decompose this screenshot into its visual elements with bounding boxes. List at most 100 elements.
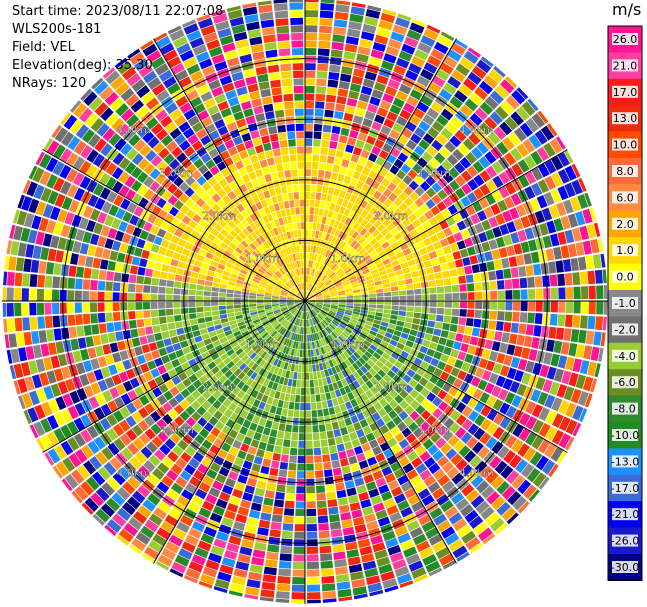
velocity-gate — [555, 260, 564, 273]
velocity-gate — [306, 282, 308, 290]
velocity-gate — [488, 216, 499, 228]
velocity-gate — [434, 321, 443, 330]
velocity-gate — [519, 312, 528, 323]
velocity-gate — [508, 256, 518, 268]
velocity-gate — [320, 247, 325, 256]
velocity-gate — [427, 55, 442, 68]
colorbar-tick-label: -4.0 — [614, 350, 635, 363]
velocity-gate — [350, 250, 358, 258]
velocity-gate — [307, 283, 311, 291]
velocity-gate — [331, 253, 338, 262]
velocity-gate — [535, 350, 546, 363]
velocity-gate — [490, 301, 498, 310]
velocity-gate — [376, 304, 384, 309]
velocity-gate — [308, 298, 316, 301]
velocity-gate — [446, 154, 459, 166]
velocity-gate — [405, 283, 414, 290]
velocity-gate — [362, 268, 370, 275]
velocity-gate — [384, 296, 392, 301]
velocity-gate — [305, 191, 310, 199]
velocity-gate — [388, 203, 398, 213]
velocity-gate — [408, 62, 422, 75]
velocity-gate — [445, 253, 454, 262]
velocity-gate — [521, 347, 531, 360]
velocity-gate — [412, 108, 425, 120]
velocity-gate — [341, 263, 349, 270]
velocity-gate — [464, 265, 473, 275]
velocity-gate — [563, 328, 572, 342]
colorbar-tick-label: 10.0 — [613, 139, 638, 152]
velocity-gate — [594, 269, 603, 284]
velocity-gate — [534, 276, 543, 288]
velocity-gate — [582, 240, 592, 255]
velocity-gate — [467, 301, 475, 309]
velocity-gate — [592, 254, 602, 269]
velocity-gate — [346, 201, 354, 210]
velocity-gate — [473, 174, 485, 187]
velocity-gate — [336, 213, 343, 222]
velocity-gate — [311, 276, 316, 284]
velocity-gate — [452, 250, 462, 260]
velocity-gate — [428, 314, 437, 321]
velocity-gate — [392, 24, 408, 36]
velocity-gate — [311, 161, 319, 170]
colorbar-tick-label: -26.0 — [611, 535, 639, 548]
velocity-gate — [329, 202, 336, 211]
velocity-gate — [458, 317, 467, 326]
velocity-gate — [338, 298, 346, 301]
velocity-gate — [327, 226, 333, 234]
velocity-gate — [478, 197, 490, 209]
velocity-gate — [330, 305, 338, 308]
velocity-gate — [465, 318, 474, 327]
velocity-gate — [400, 261, 409, 269]
velocity-gate — [331, 235, 337, 244]
velocity-gate — [512, 301, 521, 311]
velocity-gate — [337, 230, 344, 239]
velocity-gate — [398, 83, 412, 95]
velocity-gate — [319, 154, 327, 163]
velocity-gate — [310, 245, 314, 253]
velocity-gate — [420, 181, 431, 192]
velocity-gate — [305, 214, 309, 222]
velocity-gate — [306, 291, 310, 298]
velocity-gate — [328, 148, 337, 157]
velocity-gate — [348, 219, 356, 228]
velocity-gate — [356, 259, 365, 266]
velocity-gate — [520, 301, 528, 312]
velocity-gate — [533, 325, 542, 337]
velocity-gate — [471, 327, 481, 337]
velocity-gate — [374, 210, 383, 219]
velocity-gate — [488, 270, 497, 281]
velocity-gate — [308, 297, 316, 300]
velocity-gate — [564, 314, 573, 328]
velocity-gate — [412, 318, 421, 325]
velocity-gate — [575, 374, 586, 389]
velocity-gate — [485, 229, 495, 241]
velocity-gate — [405, 157, 416, 168]
velocity-gate — [416, 101, 430, 113]
velocity-gate — [537, 110, 549, 124]
velocity-gate — [306, 267, 309, 275]
velocity-gate — [384, 301, 392, 305]
velocity-gate — [362, 23, 377, 34]
velocity-gate — [527, 276, 535, 288]
velocity-gate — [331, 297, 339, 300]
velocity-gate — [516, 87, 529, 100]
velocity-gate — [490, 203, 501, 216]
velocity-gate — [316, 271, 322, 279]
velocity-gate — [308, 297, 316, 301]
velocity-gate — [328, 285, 336, 291]
velocity-gate — [392, 122, 404, 134]
velocity-gate — [481, 348, 491, 360]
velocity-gate — [405, 253, 414, 261]
velocity-gate — [354, 197, 363, 206]
velocity-gate — [474, 107, 488, 121]
velocity-gate — [343, 265, 351, 272]
velocity-gate — [516, 254, 525, 266]
velocity-gate — [596, 301, 604, 315]
velocity-gate — [347, 272, 355, 279]
velocity-gate — [497, 290, 505, 300]
velocity-gate — [323, 298, 331, 300]
velocity-gate — [367, 282, 375, 288]
